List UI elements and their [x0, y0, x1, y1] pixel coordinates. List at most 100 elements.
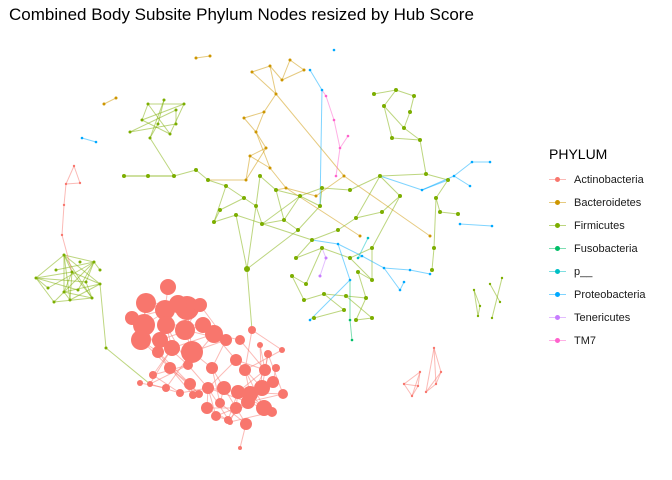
- graph-node: [268, 166, 272, 170]
- graph-edge: [235, 214, 248, 270]
- graph-edge: [295, 247, 323, 259]
- graph-node: [370, 246, 374, 250]
- graph-edge: [255, 205, 263, 225]
- graph-node: [241, 395, 255, 409]
- graph-node: [354, 216, 358, 220]
- graph-edge: [337, 243, 363, 257]
- graph-edge: [65, 182, 81, 185]
- graph-node: [308, 68, 312, 72]
- graph-node: [488, 160, 492, 164]
- legend-key: [549, 171, 566, 188]
- graph-edge: [255, 131, 271, 169]
- graph-node: [350, 338, 354, 342]
- graph-edge: [246, 229, 299, 270]
- graph-edge: [473, 289, 479, 317]
- graph-edge: [53, 297, 93, 303]
- graph-node: [304, 282, 308, 286]
- graph-edge: [63, 254, 95, 263]
- graph-edge: [403, 383, 419, 387]
- graph-node: [274, 92, 278, 96]
- graph-node: [46, 286, 50, 290]
- graph-node: [420, 188, 424, 192]
- graph-edge: [439, 211, 459, 215]
- legend-items: Actinobacteria Bacteroidetes Firmicutes …: [549, 168, 646, 352]
- graph-node: [250, 70, 254, 74]
- graph-edge: [255, 111, 265, 133]
- graph-node: [267, 407, 277, 417]
- graph-node: [490, 316, 494, 320]
- graph-edge: [319, 257, 327, 277]
- graph-edge: [433, 347, 437, 385]
- graph-node: [282, 218, 286, 222]
- legend-item: p__: [549, 260, 646, 283]
- graph-node: [412, 94, 416, 98]
- graph-edge: [345, 295, 367, 299]
- graph-node: [164, 362, 176, 374]
- graph-edge: [219, 197, 245, 211]
- graph-node: [78, 181, 82, 185]
- graph-node: [218, 208, 222, 212]
- graph-edge: [323, 293, 345, 311]
- graph-edge: [355, 175, 381, 219]
- graph-node: [344, 294, 348, 298]
- graph-edge: [35, 277, 55, 303]
- graph-node: [168, 132, 172, 136]
- graph-node: [296, 228, 300, 232]
- graph-node: [156, 122, 160, 126]
- graph-node: [206, 178, 210, 182]
- legend-item: Fusobacteria: [549, 237, 646, 260]
- graph-node: [193, 298, 207, 312]
- graph-edge: [261, 195, 301, 225]
- graph-edge: [173, 169, 197, 177]
- graph-node: [348, 318, 352, 322]
- graph-edge: [103, 97, 117, 105]
- graph-edge: [311, 239, 339, 245]
- graph-edge: [261, 219, 285, 225]
- graph-node: [288, 58, 292, 62]
- graph-edge: [337, 217, 357, 231]
- graph-edge: [339, 135, 349, 149]
- graph-edge: [295, 239, 313, 259]
- legend-item: Proteobacteria: [549, 283, 646, 306]
- graph-edge: [355, 317, 373, 321]
- graph-edge: [379, 175, 401, 197]
- graph-node: [264, 146, 268, 150]
- graph-edge: [357, 271, 367, 299]
- graph-edge: [403, 383, 413, 397]
- graph-node: [410, 394, 414, 398]
- graph-node: [148, 136, 152, 140]
- graph-edge: [81, 137, 97, 143]
- graph-node: [472, 288, 476, 292]
- graph-node: [205, 325, 223, 343]
- graph-edge: [321, 247, 351, 259]
- graph-node: [458, 222, 462, 226]
- graph-edge: [309, 279, 351, 321]
- legend-label: Firmicutes: [574, 219, 625, 232]
- graph-edge: [243, 117, 257, 133]
- graph-edge: [245, 147, 267, 181]
- graph-node: [310, 238, 314, 242]
- graph-node: [490, 224, 494, 228]
- graph-edge: [269, 65, 283, 81]
- graph-edge: [35, 277, 87, 283]
- graph-node: [235, 335, 245, 345]
- graph-edge: [169, 103, 185, 135]
- graph-edge: [391, 137, 421, 141]
- graph-edge: [357, 271, 373, 281]
- graph-edge: [269, 167, 287, 189]
- graph-node: [298, 194, 302, 198]
- graph-node: [262, 110, 266, 114]
- graph-node: [428, 272, 432, 276]
- graph-edge: [431, 247, 435, 271]
- graph-node: [498, 300, 502, 304]
- graph-edge: [433, 197, 437, 249]
- legend-item: Tenericutes: [549, 306, 646, 329]
- graph-node: [183, 360, 193, 370]
- graph-edge: [291, 275, 307, 285]
- graph-node: [432, 246, 436, 250]
- graph-node: [181, 341, 203, 363]
- graph-edge: [379, 173, 427, 177]
- graph-node: [364, 296, 368, 300]
- graph-edge: [55, 261, 95, 271]
- graph-node: [284, 186, 288, 190]
